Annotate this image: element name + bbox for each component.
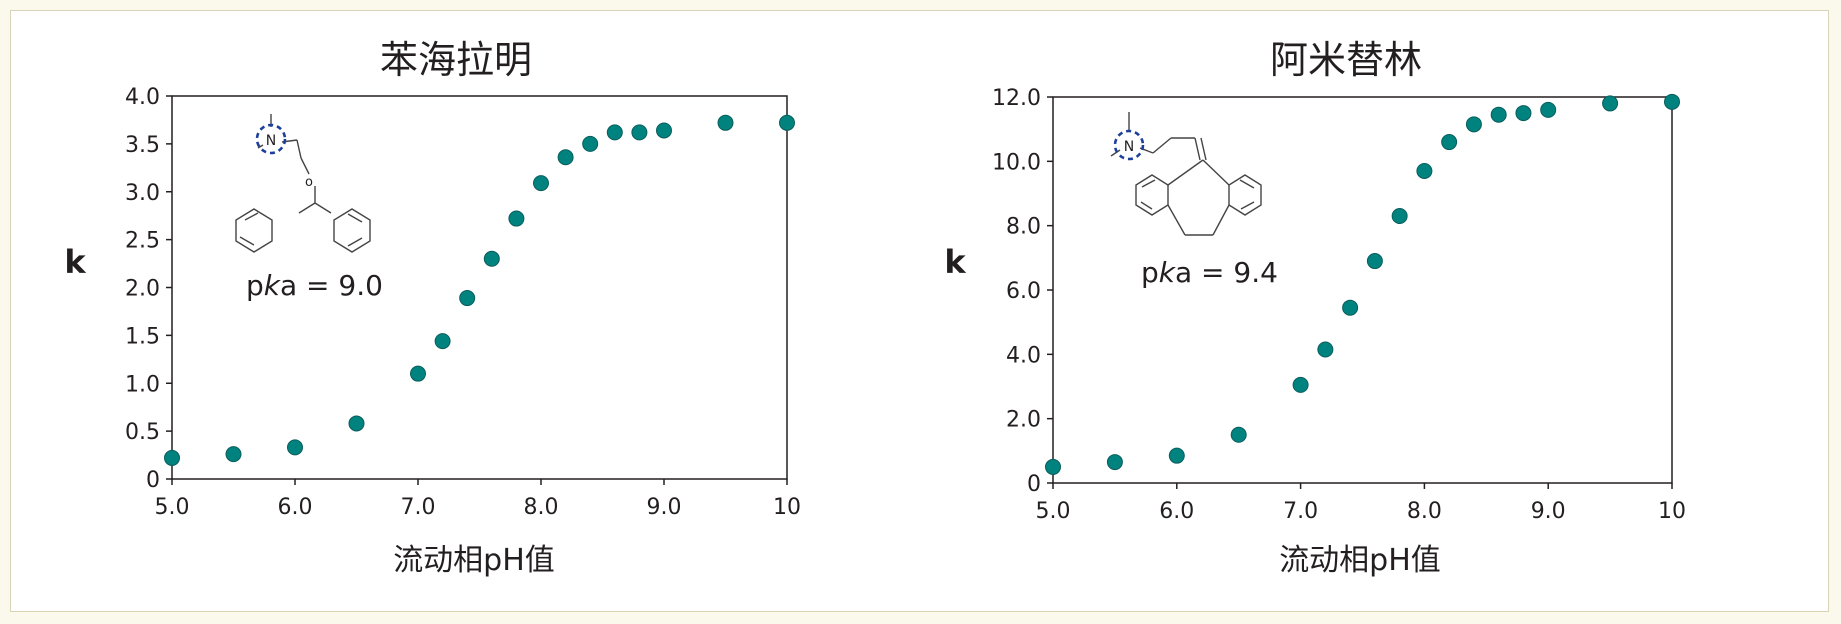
data-point — [1292, 376, 1309, 393]
x-tick-label: 8.0 — [524, 495, 559, 520]
panel-diphenhydramine: 苯海拉明 k 流动相pH值 00.51.01.52.02.53.03.54.0 … — [64, 38, 801, 578]
data-point — [459, 290, 476, 307]
x-tick-label: 5.0 — [1036, 499, 1071, 524]
data-point — [1045, 458, 1061, 475]
nitrogen-label: N — [266, 133, 276, 149]
data-point — [1465, 116, 1482, 133]
y-tick-label: 2.0 — [125, 277, 160, 302]
y-tick-label: 3.0 — [125, 181, 160, 206]
y-tick-label: 6.0 — [1006, 279, 1041, 304]
data-point — [225, 446, 242, 463]
data-point — [508, 210, 525, 227]
data-point — [779, 114, 795, 131]
pka-annotation: pka = 9.0 — [246, 269, 383, 302]
y-tick-label: 1.5 — [125, 324, 160, 349]
x-tick-label: 6.0 — [278, 495, 313, 520]
x-tick-label: 10 — [773, 495, 801, 520]
plot-area — [171, 95, 788, 480]
chart-title: 阿米替林 — [1270, 38, 1422, 82]
x-tick-label: 6.0 — [1159, 499, 1194, 524]
x-tick-label: 9.0 — [647, 495, 682, 520]
x-axis-label: 流动相pH值 — [393, 543, 555, 578]
x-axis-label: 流动相pH值 — [1279, 543, 1441, 578]
data-point — [1342, 299, 1359, 316]
y-ticks: 0 0.5 1.0 1.5 2.0 2.5 3.0 3.5 4.0 — [125, 85, 172, 493]
data-point — [410, 365, 426, 382]
data-point — [717, 114, 734, 131]
data-point — [1230, 426, 1247, 443]
y-tick-label: 12.0 — [992, 86, 1041, 111]
x-tick-label: 5.0 — [155, 495, 190, 520]
data-point — [1490, 106, 1507, 123]
data-point — [1391, 208, 1408, 225]
amine-ring-marker — [1113, 129, 1145, 161]
data-point — [1515, 105, 1532, 122]
data-point — [557, 149, 574, 166]
data-point — [1540, 101, 1557, 118]
x-ticks: 5.0 6.0 7.0 8.0 9.0 10 — [155, 479, 801, 520]
y-axis-label: k — [64, 243, 86, 281]
y-tick-label: 1.0 — [125, 372, 160, 397]
x-tick-label: 9.0 — [1531, 499, 1566, 524]
data-point — [533, 175, 549, 192]
plot-area — [1052, 96, 1673, 484]
x-tick-label: 10 — [1658, 499, 1686, 524]
y-tick-label: 8.0 — [1006, 215, 1041, 240]
data-point — [631, 124, 648, 141]
y-tick-label: 0 — [146, 468, 160, 493]
y-tick-label: 2.5 — [125, 229, 160, 254]
data-point — [606, 124, 623, 141]
data-point — [1106, 454, 1123, 471]
data-point — [1366, 253, 1383, 270]
data-point — [1664, 93, 1680, 110]
data-points — [164, 114, 795, 466]
data-point — [483, 250, 500, 267]
data-point — [656, 122, 672, 139]
diphenhydramine-structure: N o — [235, 114, 371, 253]
nitrogen-label: N — [1124, 139, 1134, 155]
y-tick-label: 0.5 — [125, 420, 160, 445]
y-ticks: 0 2.0 4.0 6.0 8.0 10.0 12.0 — [992, 86, 1053, 497]
data-point — [287, 439, 303, 456]
y-tick-label: 3.5 — [125, 133, 160, 158]
data-point — [1416, 162, 1433, 179]
data-point — [434, 333, 451, 350]
data-point — [164, 449, 180, 466]
y-tick-label: 4.0 — [125, 85, 160, 110]
y-axis-label: k — [944, 243, 966, 281]
data-point — [582, 135, 599, 152]
x-tick-label: 7.0 — [401, 495, 436, 520]
y-tick-label: 4.0 — [1006, 343, 1041, 368]
y-tick-label: 0 — [1027, 472, 1041, 497]
x-tick-label: 8.0 — [1407, 499, 1442, 524]
panel-amitriptyline: 阿米替林 k 流动相pH值 0 2.0 4.0 6.0 8.0 10.0 12.0 5.0 6… — [944, 38, 1686, 578]
x-ticks: 5.0 6.0 7.0 8.0 9.0 10 — [1036, 483, 1686, 524]
data-point — [1602, 95, 1619, 112]
amitriptyline-structure: N — [1110, 112, 1262, 236]
x-tick-label: 7.0 — [1283, 499, 1318, 524]
y-tick-label: 10.0 — [992, 150, 1041, 175]
data-point — [1441, 134, 1458, 151]
pka-annotation: pka = 9.4 — [1141, 256, 1278, 289]
data-point — [348, 415, 365, 432]
chart-title: 苯海拉明 — [380, 38, 532, 82]
data-points — [1045, 93, 1680, 475]
y-tick-label: 2.0 — [1006, 408, 1041, 433]
amine-ring-marker — [255, 123, 287, 155]
oxygen-label: o — [305, 175, 313, 190]
data-point — [1168, 447, 1185, 464]
data-point — [1317, 341, 1334, 358]
